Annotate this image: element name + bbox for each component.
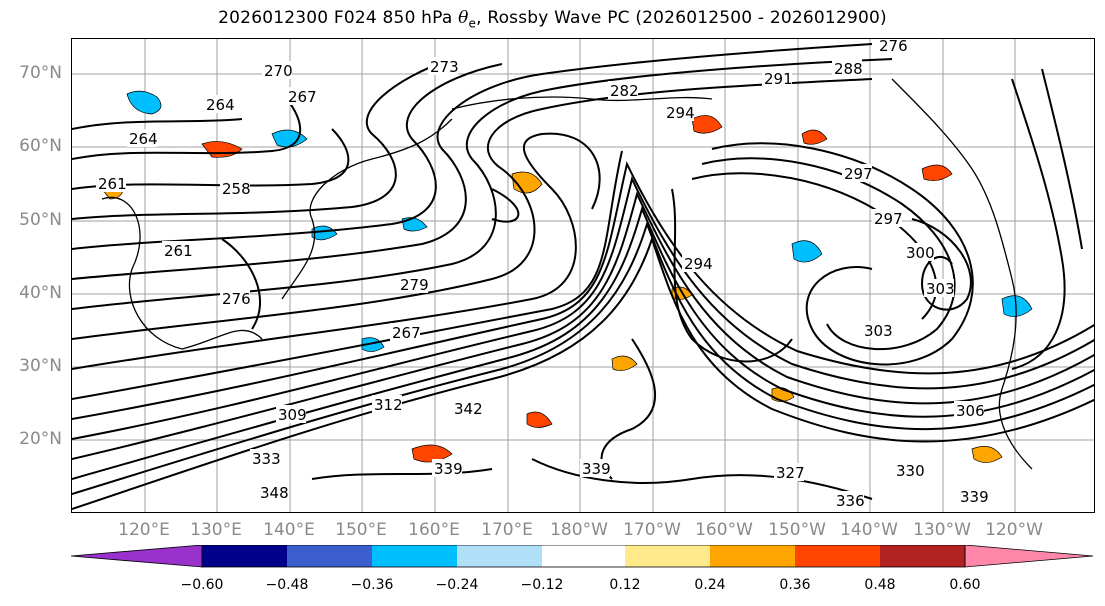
contour-label: 264 bbox=[129, 130, 158, 148]
lon-label: 160°E bbox=[408, 520, 460, 540]
contour-label: 261 bbox=[98, 175, 127, 193]
lon-label: 160°W bbox=[695, 520, 753, 540]
lon-label: 170°W bbox=[623, 520, 681, 540]
contour-label: 279 bbox=[400, 276, 429, 294]
map-panel: 270 273 276 279 282 288 291 294 264 264 … bbox=[71, 38, 1095, 513]
lon-label: 150°W bbox=[768, 520, 826, 540]
lon-label: 170°E bbox=[481, 520, 533, 540]
lat-label-70n: 70°N bbox=[19, 63, 62, 83]
lon-label: 150°E bbox=[335, 520, 387, 540]
contour-label: 303 bbox=[926, 280, 955, 298]
lat-label-40n: 40°N bbox=[19, 283, 62, 303]
contour-label: 258 bbox=[222, 180, 251, 198]
contour-label: 294 bbox=[684, 255, 713, 273]
lat-label-50n: 50°N bbox=[19, 210, 62, 230]
contour-label: 348 bbox=[260, 484, 289, 502]
contour-label: 339 bbox=[960, 488, 989, 506]
lon-label: 120°W bbox=[985, 520, 1043, 540]
coastlines bbox=[101, 78, 1033, 470]
contour-label: 297 bbox=[844, 165, 873, 183]
contour-label: 297 bbox=[874, 210, 903, 228]
colorbar-tick: −0.60 bbox=[180, 577, 224, 593]
lon-label: 180°W bbox=[550, 520, 608, 540]
colorbar-bin bbox=[287, 545, 372, 567]
contour-label: 294 bbox=[666, 104, 695, 122]
contour-label: 276 bbox=[879, 39, 908, 55]
contour-labels: 270 273 276 279 282 288 291 294 264 264 … bbox=[96, 39, 989, 510]
colorbar-bin bbox=[710, 545, 795, 567]
colorbar-tick: 0.48 bbox=[864, 577, 896, 593]
lat-label-30n: 30°N bbox=[19, 356, 62, 376]
contour-label: 282 bbox=[610, 82, 639, 100]
contour-label: 327 bbox=[776, 464, 805, 482]
lon-label: 130°E bbox=[190, 520, 242, 540]
contour-label: 342 bbox=[454, 400, 483, 418]
colorbar-tick: 0.12 bbox=[609, 577, 641, 593]
colorbar-under-triangle bbox=[71, 545, 203, 568]
contour-label: 270 bbox=[264, 62, 293, 80]
contour-label: 312 bbox=[374, 396, 403, 414]
contour-label: 267 bbox=[392, 324, 421, 342]
contour-label: 300 bbox=[906, 244, 935, 262]
contour-label: 264 bbox=[206, 96, 235, 114]
contour-label: 288 bbox=[834, 60, 863, 78]
colorbar-bin bbox=[202, 545, 287, 567]
colorbar-bin bbox=[457, 545, 542, 567]
colorbar-bin bbox=[795, 545, 880, 567]
colorbar-bin bbox=[542, 545, 625, 567]
contour-label: 276 bbox=[222, 290, 251, 308]
contour-label: 336 bbox=[836, 492, 865, 510]
contour-label: 291 bbox=[764, 70, 793, 88]
contour-label: 261 bbox=[164, 242, 193, 260]
colorbar-tick: −0.36 bbox=[350, 577, 394, 593]
contour-label: 333 bbox=[252, 450, 281, 468]
contour-label: 309 bbox=[278, 406, 307, 424]
colorbar-bin bbox=[372, 545, 457, 567]
contour-label: 339 bbox=[582, 460, 611, 478]
colorbar-tick: −0.12 bbox=[520, 577, 564, 593]
lon-label: 130°W bbox=[913, 520, 971, 540]
contour-label: 330 bbox=[896, 462, 925, 480]
contour-label: 339 bbox=[434, 460, 463, 478]
colorbar-tick: 0.60 bbox=[949, 577, 981, 593]
lon-label: 120°E bbox=[118, 520, 170, 540]
colorbar-tick: 0.36 bbox=[779, 577, 811, 593]
graticule bbox=[72, 39, 1094, 512]
colorbar bbox=[71, 545, 1094, 568]
contour-label: 273 bbox=[430, 58, 459, 76]
theta-e-contours bbox=[72, 43, 1094, 510]
colorbar-tick: 0.24 bbox=[694, 577, 726, 593]
colorbar-tick: −0.48 bbox=[265, 577, 309, 593]
contour-label: 267 bbox=[288, 88, 317, 106]
colorbar-bin bbox=[880, 545, 965, 567]
colorbar-over-triangle bbox=[964, 545, 1094, 568]
lat-label-20n: 20°N bbox=[19, 429, 62, 449]
contour-label: 303 bbox=[864, 322, 893, 340]
map-title: 2026012300 F024 850 hPa θe, Rossby Wave … bbox=[218, 8, 887, 31]
lat-label-60n: 60°N bbox=[19, 136, 62, 156]
colorbar-tick: −0.24 bbox=[435, 577, 479, 593]
contour-label: 306 bbox=[956, 402, 985, 420]
lon-label: 140°W bbox=[840, 520, 898, 540]
lon-label: 140°E bbox=[263, 520, 315, 540]
colorbar-bin bbox=[625, 545, 710, 567]
